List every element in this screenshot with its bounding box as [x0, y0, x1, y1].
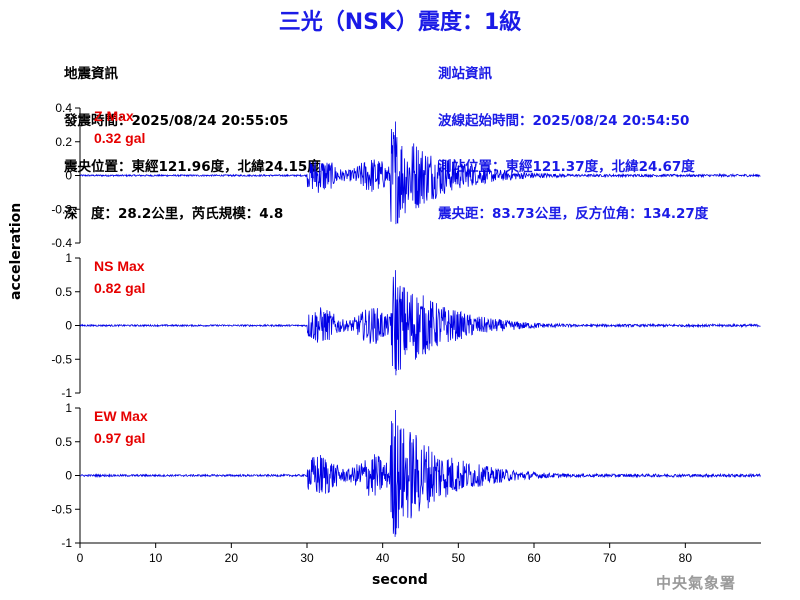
max-value: 0.97 gal [94, 430, 145, 446]
ew-series-line [79, 409, 761, 537]
depth-magnitude: 深 度：28.2公里，芮氏規模：4.8 [64, 205, 284, 222]
y-tick-label: 1 [65, 251, 72, 265]
chart-title: 三光（NSK）震度：1級 [278, 10, 522, 35]
station-info-heading: 測站資訊 [438, 66, 492, 82]
y-tick-label: 0 [65, 169, 72, 183]
max-value: 0.82 gal [94, 280, 145, 296]
y-tick-label: -0.5 [51, 502, 72, 516]
ns-series-line [79, 270, 761, 376]
x-tick-label: 60 [527, 551, 541, 565]
station-info: 測站資訊 波線起始時間：2025/08/24 20:54:50 測站位置：東經1… [438, 36, 708, 238]
x-tick-label: 50 [452, 551, 466, 565]
y-tick-label: 1 [65, 401, 72, 415]
x-tick-label: 70 [603, 551, 617, 565]
x-axis-label: second [372, 572, 428, 588]
x-tick-label: 20 [225, 551, 239, 565]
y-tick-label: -0.2 [51, 202, 72, 216]
y-tick-label: 0.4 [55, 101, 72, 115]
y-tick-label: 0.5 [55, 435, 72, 449]
epicenter: 震央位置：東經121.96度，北緯24.15度 [64, 159, 321, 175]
x-tick-label: 0 [77, 551, 84, 565]
y-tick-label: 0.5 [55, 285, 72, 299]
origin-time: 發震時間：2025/08/24 20:55:05 [64, 112, 289, 129]
x-tick-label: 40 [376, 551, 390, 565]
y-tick-label: 0.2 [55, 135, 72, 149]
max-label: NS Max [94, 258, 145, 274]
x-tick-label: 10 [149, 551, 163, 565]
wave-start-time: 波線起始時間：2025/08/24 20:54:50 [438, 112, 690, 129]
station-location: 測站位置：東經121.37度，北緯24.67度 [438, 159, 695, 175]
earthquake-info: 地震資訊 發震時間：2025/08/24 20:55:05 震央位置：東經121… [64, 36, 321, 238]
z-series-line [79, 121, 761, 225]
y-tick-label: 0 [65, 469, 72, 483]
y-tick-label: 0 [65, 319, 72, 333]
epicentral-distance: 震央距：83.73公里，反方位角：134.27度 [438, 205, 709, 222]
agency-watermark: 中央氣象署 [656, 574, 737, 592]
max-value: 0.32 gal [94, 130, 145, 146]
x-tick-label: 80 [679, 551, 693, 565]
y-tick-label: -0.5 [51, 352, 72, 366]
y-tick-label: -0.4 [51, 236, 72, 250]
y-axis-label: acceleration [8, 202, 24, 300]
earthquake-info-heading: 地震資訊 [64, 66, 118, 82]
x-tick-label: 30 [300, 551, 314, 565]
max-label: EW Max [94, 408, 148, 424]
max-label: Z Max [94, 108, 134, 124]
y-tick-label: -1 [61, 386, 72, 400]
y-tick-label: -1 [61, 536, 72, 550]
